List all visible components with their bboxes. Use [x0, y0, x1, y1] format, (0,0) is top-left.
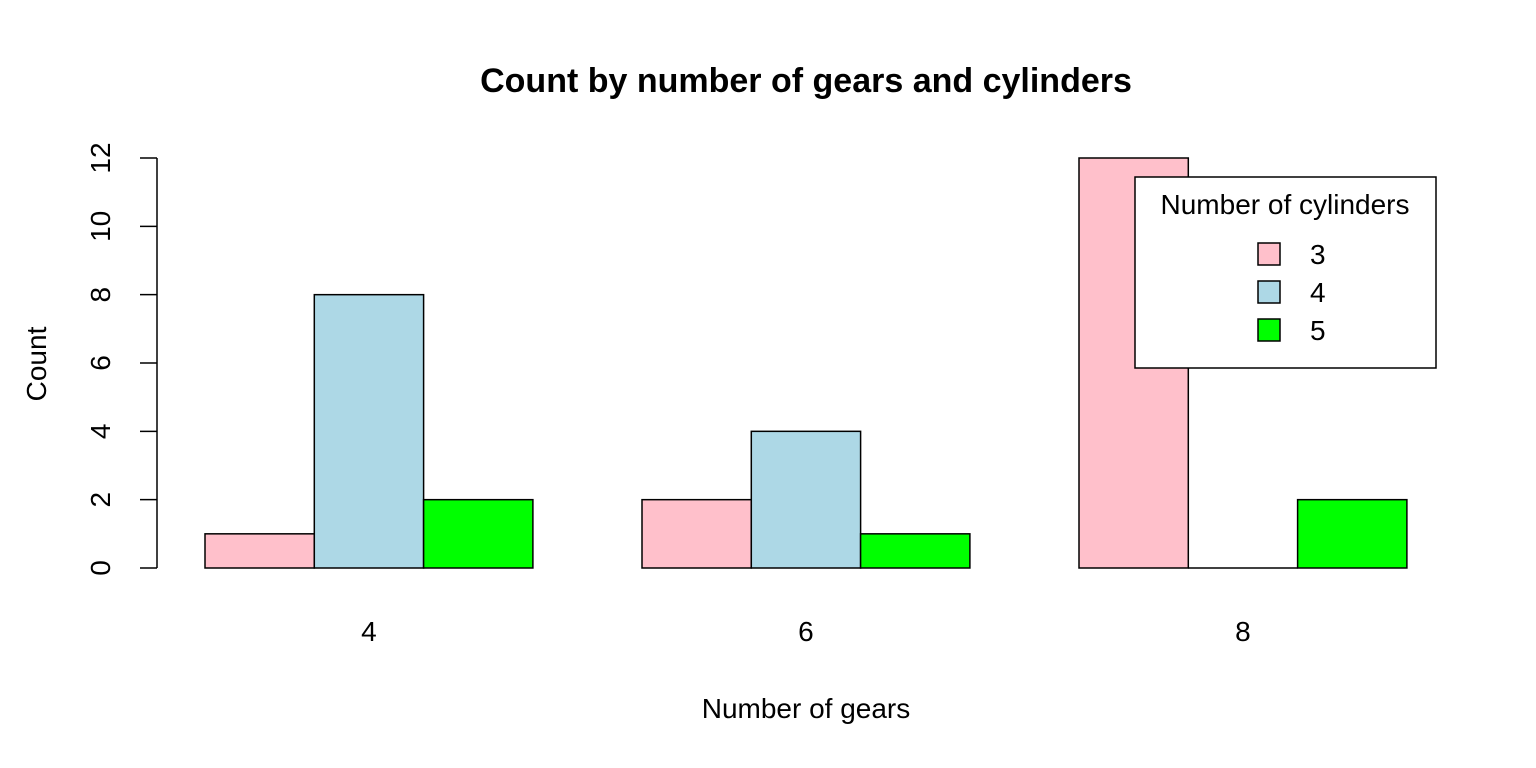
- bar: [204, 533, 316, 569]
- legend-label: 4: [1310, 277, 1326, 308]
- legend-item: 5: [1257, 315, 1326, 346]
- y-axis: 0 2 4 6 8 10 12: [85, 142, 158, 576]
- y-axis-label: Count: [21, 326, 52, 401]
- y-tick-label: 12: [85, 142, 116, 173]
- x-tick-label: 8: [1235, 616, 1251, 647]
- bar: [859, 533, 971, 569]
- y-tick-label: 10: [85, 211, 116, 242]
- legend-label: 3: [1310, 239, 1326, 270]
- legend-title: Number of cylinders: [1161, 189, 1410, 220]
- legend-items: 3 4 5: [1257, 239, 1326, 346]
- legend-swatch: [1257, 242, 1281, 266]
- y-tick-label: 0: [85, 560, 116, 576]
- chart-title: Count by number of gears and cylinders: [480, 62, 1132, 100]
- y-tick-label: 2: [85, 492, 116, 508]
- y-tick-label: 6: [85, 355, 116, 371]
- legend-item: 3: [1257, 239, 1326, 270]
- legend-box: [1134, 176, 1437, 369]
- legend-swatch: [1257, 280, 1281, 304]
- bar: [641, 498, 753, 569]
- legend: Number of cylinders 3 4 5: [1134, 176, 1437, 369]
- bar-group: [641, 430, 971, 569]
- bar: [313, 293, 425, 569]
- legend-swatch: [1257, 318, 1281, 342]
- y-tick-label: 4: [85, 424, 116, 440]
- x-axis-label: Number of gears: [702, 693, 911, 724]
- bar: [1296, 498, 1408, 569]
- bar: [422, 498, 534, 569]
- x-axis: 4 6 8: [361, 616, 1251, 647]
- x-tick-label: 4: [361, 616, 377, 647]
- legend-label: 5: [1310, 315, 1326, 346]
- legend-item: 4: [1257, 277, 1326, 308]
- y-tick-label: 8: [85, 287, 116, 303]
- bar: [750, 430, 862, 569]
- x-tick-label: 6: [798, 616, 814, 647]
- bar-group: [204, 293, 534, 569]
